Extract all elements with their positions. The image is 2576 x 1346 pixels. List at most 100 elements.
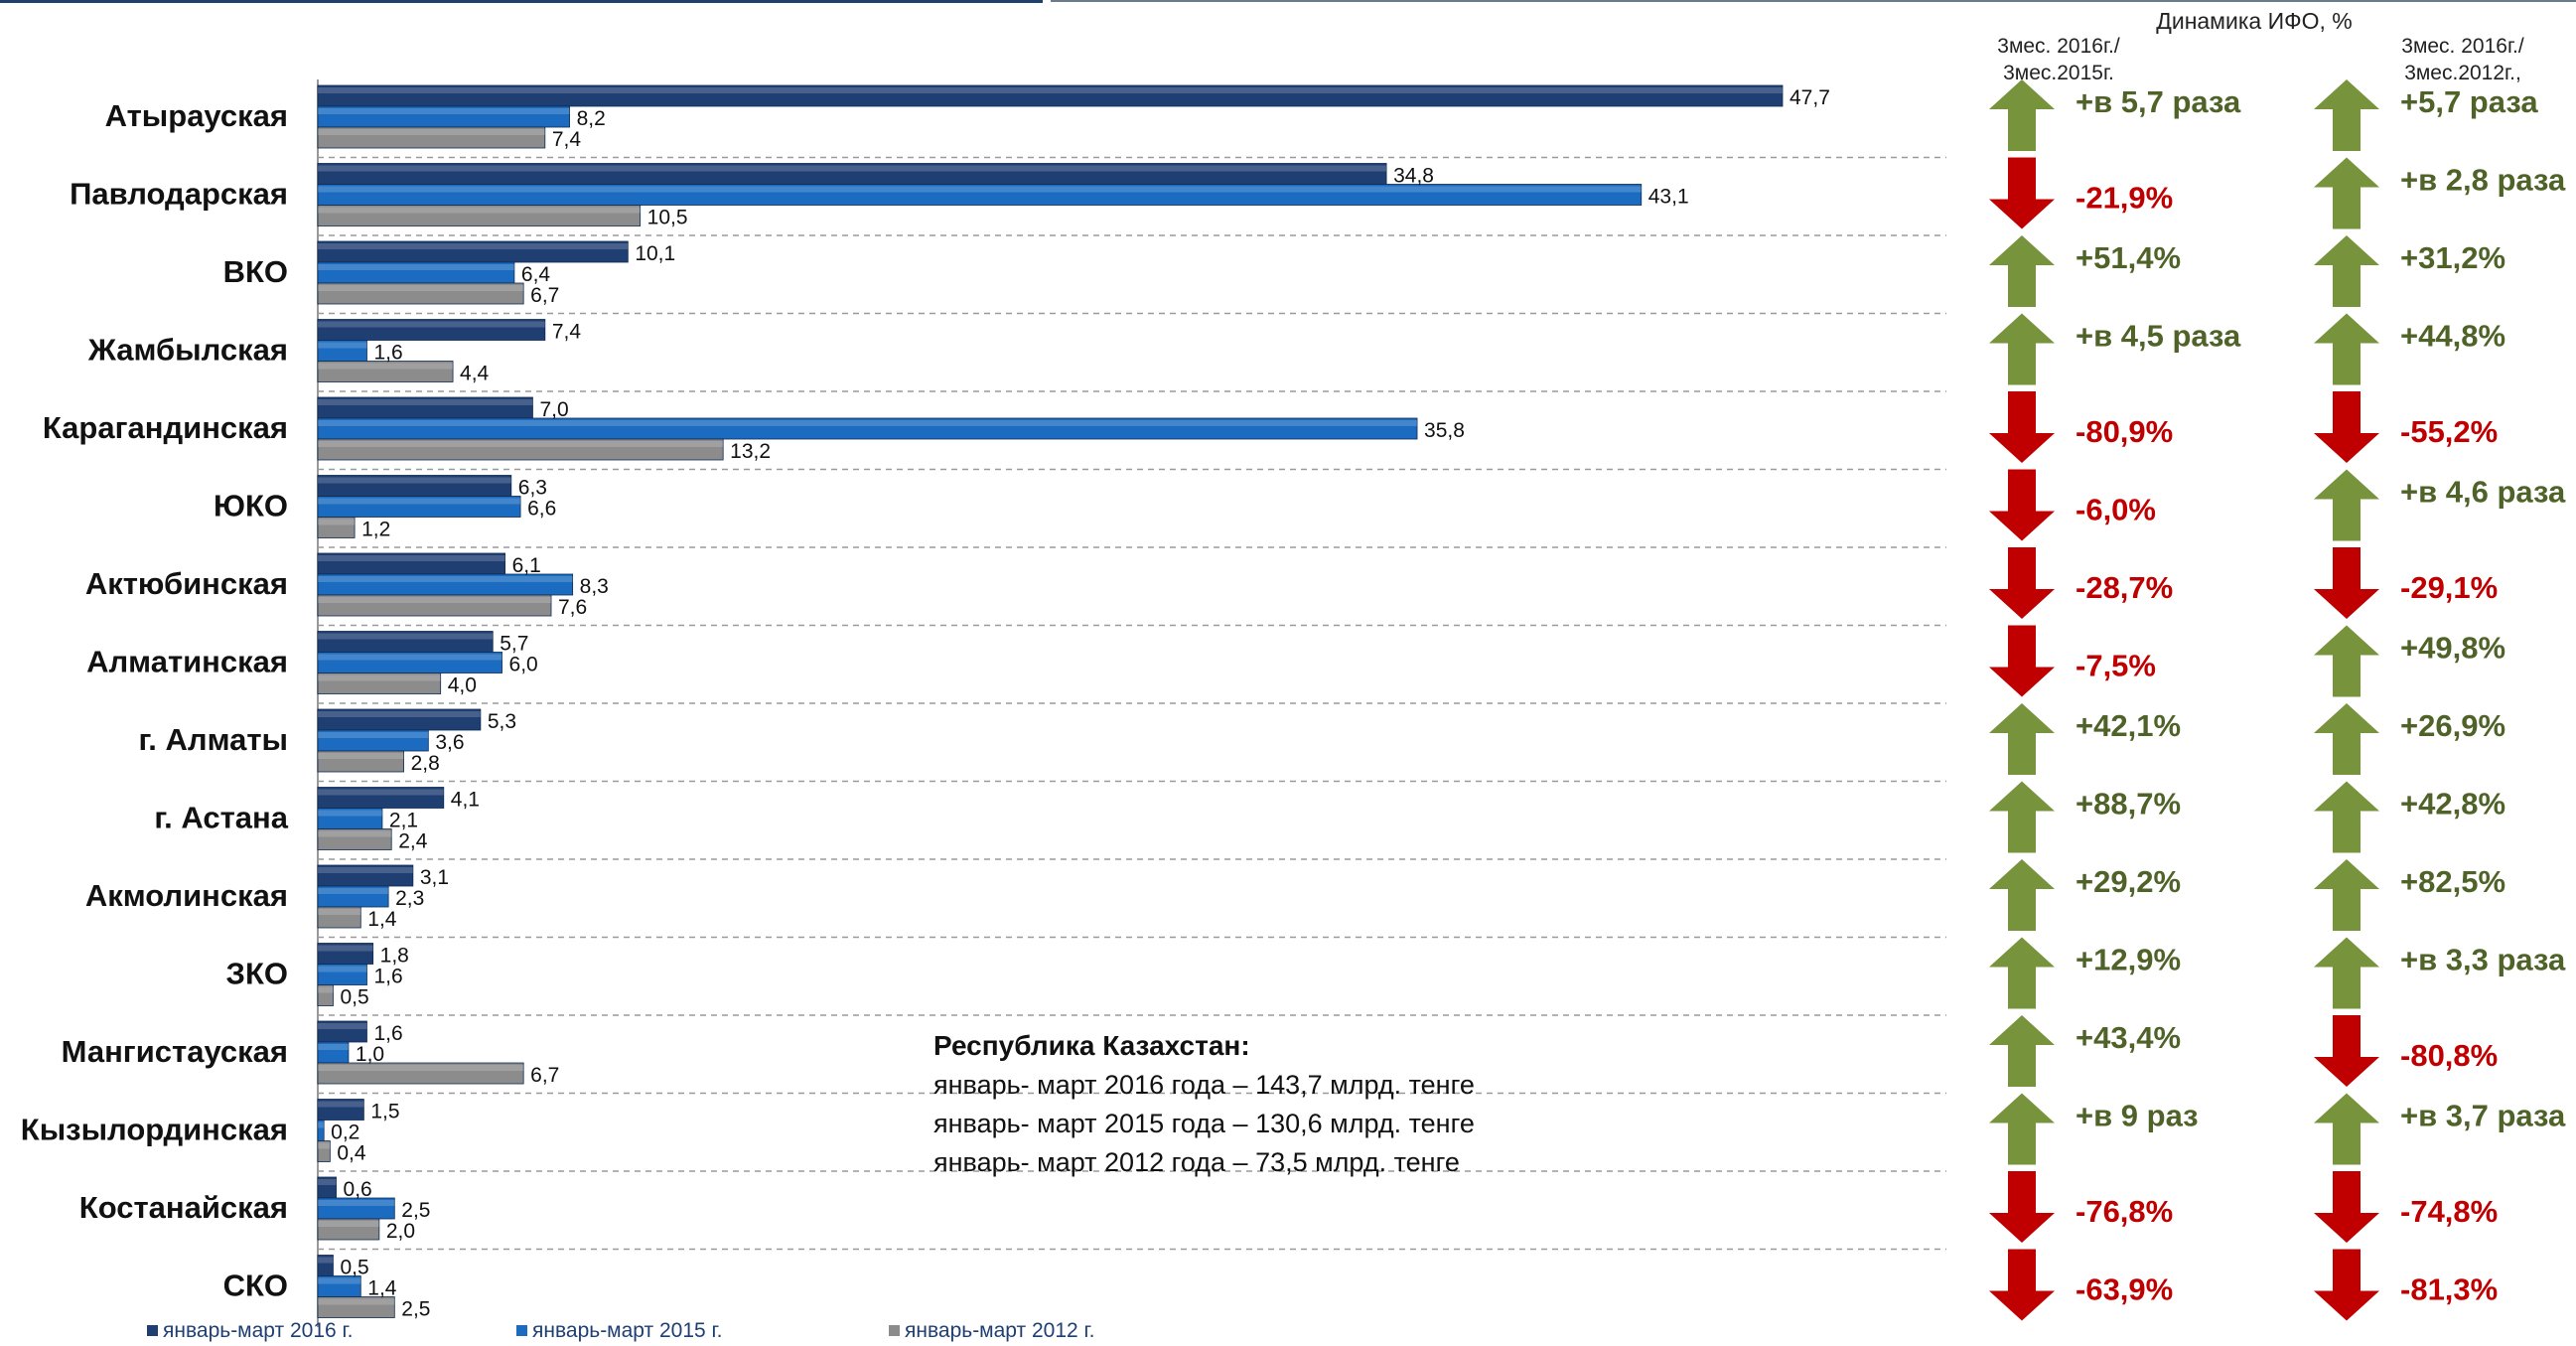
arrow-up-icon <box>1989 937 2055 1009</box>
bar <box>317 964 367 985</box>
category-label: Акмолинская <box>85 878 288 913</box>
bar-value-label: 1,6 <box>373 1022 402 1045</box>
arrow-down-icon <box>2314 1249 2379 1321</box>
header-title: Динамика ИФО, % <box>2156 8 2352 34</box>
bar-value-label: 10,5 <box>647 207 688 229</box>
arrow-up-icon <box>1989 859 2055 931</box>
legend-label: январь-март 2012 г. <box>905 1319 1094 1342</box>
dynamics-value: -29,1% <box>2400 570 2498 605</box>
bar-value-label: 7,0 <box>539 398 568 421</box>
bar-highlight <box>318 1142 331 1149</box>
bar-highlight <box>318 633 494 640</box>
bar <box>317 84 1784 107</box>
summary-line-2016: январь- март 2016 года – 143,7 млрд. тен… <box>933 1070 1475 1100</box>
arrow-up-icon <box>2314 79 2379 151</box>
bar-highlight <box>318 285 524 291</box>
bar-value-label: 0,5 <box>340 1257 368 1279</box>
bar-highlight <box>318 1179 337 1185</box>
bar-highlight <box>318 165 1387 172</box>
arrow-up-icon <box>2314 157 2379 229</box>
arrow-up-icon <box>1989 235 2055 307</box>
bar-highlight <box>318 1200 395 1206</box>
bar <box>317 673 442 694</box>
category-label: ЗКО <box>226 957 288 991</box>
legend-swatch <box>147 1325 158 1336</box>
arrow-up-icon <box>2314 937 2379 1009</box>
dynamics-value: -63,9% <box>2075 1272 2173 1307</box>
bar <box>317 1140 331 1162</box>
arrow-down-icon <box>2314 1015 2379 1087</box>
dynamics-value: +88,7% <box>2075 787 2181 822</box>
arrow-up-icon <box>2314 235 2379 307</box>
bar-value-label: 0,5 <box>340 986 368 1009</box>
bar-value-label: 4,4 <box>460 363 490 385</box>
dynamics-value: +43,4% <box>2075 1020 2181 1055</box>
bar-value-label: 6,7 <box>530 284 559 307</box>
dynamics-value: +31,2% <box>2400 240 2505 275</box>
bar-value-label: 6,3 <box>518 477 547 500</box>
arrow-down-icon <box>2314 547 2379 619</box>
arrow-down-icon <box>1989 157 2055 229</box>
bar <box>317 594 552 617</box>
bar-highlight <box>318 186 1642 193</box>
dynamics-value: +26,9% <box>2400 708 2505 743</box>
bar-value-label: 0,2 <box>331 1122 359 1144</box>
bar-value-label: 6,7 <box>530 1064 559 1087</box>
bar <box>317 319 546 341</box>
arrow-down-icon <box>1989 391 2055 463</box>
bar-highlight <box>318 654 502 661</box>
bar-highlight <box>318 945 373 952</box>
bar-highlight <box>318 1277 361 1284</box>
bar-value-label: 34,8 <box>1393 165 1434 188</box>
bar-highlight <box>318 1044 349 1050</box>
bar <box>317 438 724 461</box>
bar <box>317 1099 364 1121</box>
bar-value-label: 1,5 <box>370 1101 399 1123</box>
bar-highlight <box>318 87 1783 93</box>
category-labels: Атырауская Павлодарская ВКО Жамбылская Караг… <box>21 98 289 1303</box>
bar-value-label: 2,3 <box>395 887 424 910</box>
bar <box>317 1296 395 1318</box>
arrow-up-icon <box>2314 781 2379 853</box>
top-rule-right <box>1051 0 2576 2</box>
bar-value-label: 2,5 <box>401 1199 430 1222</box>
arrow-down-icon <box>1989 1171 2055 1243</box>
top-rule-left <box>0 0 1043 3</box>
bar-value-label: 6,0 <box>509 654 538 676</box>
bar-value-label: 1,8 <box>380 945 409 968</box>
arrow-up-icon <box>1989 703 2055 775</box>
bar-value-label: 7,6 <box>558 596 587 619</box>
category-label: СКО <box>223 1269 288 1303</box>
arrow-up-icon <box>1989 79 2055 151</box>
arrow-up-icon <box>1989 1015 2055 1087</box>
bar-highlight <box>318 108 570 114</box>
bar-highlight <box>318 1298 395 1305</box>
dynamics-value: +44,8% <box>2400 319 2505 354</box>
bar-highlight <box>318 1257 334 1264</box>
bar-highlight <box>318 597 552 603</box>
arrow-down-icon <box>1989 625 2055 697</box>
bar-highlight <box>318 498 521 505</box>
bar-value-label: 4,0 <box>448 674 477 697</box>
category-label: Актюбинская <box>85 566 288 601</box>
bar-value-label: 2,8 <box>411 752 440 775</box>
summary-line-2015: январь- март 2015 года – 130,6 млрд. тен… <box>933 1109 1475 1138</box>
dynamics-value: -21,9% <box>2075 181 2173 216</box>
arrow-down-icon <box>1989 469 2055 541</box>
header-col2-line2: 3мес.2012г., <box>2404 62 2521 84</box>
bar-value-label: 1,6 <box>373 342 402 365</box>
bar-value-label: 8,3 <box>580 575 609 598</box>
bar <box>317 184 1643 206</box>
header-col1-line1: 3мес. 2016г./ <box>1997 35 2120 58</box>
bar-highlight <box>318 1101 364 1108</box>
dynamics-value: -80,9% <box>2075 414 2173 449</box>
dynamics-value: +51,4% <box>2075 240 2181 275</box>
legend-swatch <box>516 1325 527 1336</box>
bar <box>317 517 356 538</box>
category-label: г. Алматы <box>138 722 288 757</box>
dynamics-value: +в 9 раз <box>2075 1099 2199 1133</box>
bar-highlight <box>318 576 573 582</box>
header-col2-line1: 3мес. 2016г./ <box>2401 35 2524 58</box>
dynamics-value: +42,1% <box>2075 708 2181 743</box>
bar-value-label: 1,6 <box>373 966 402 988</box>
